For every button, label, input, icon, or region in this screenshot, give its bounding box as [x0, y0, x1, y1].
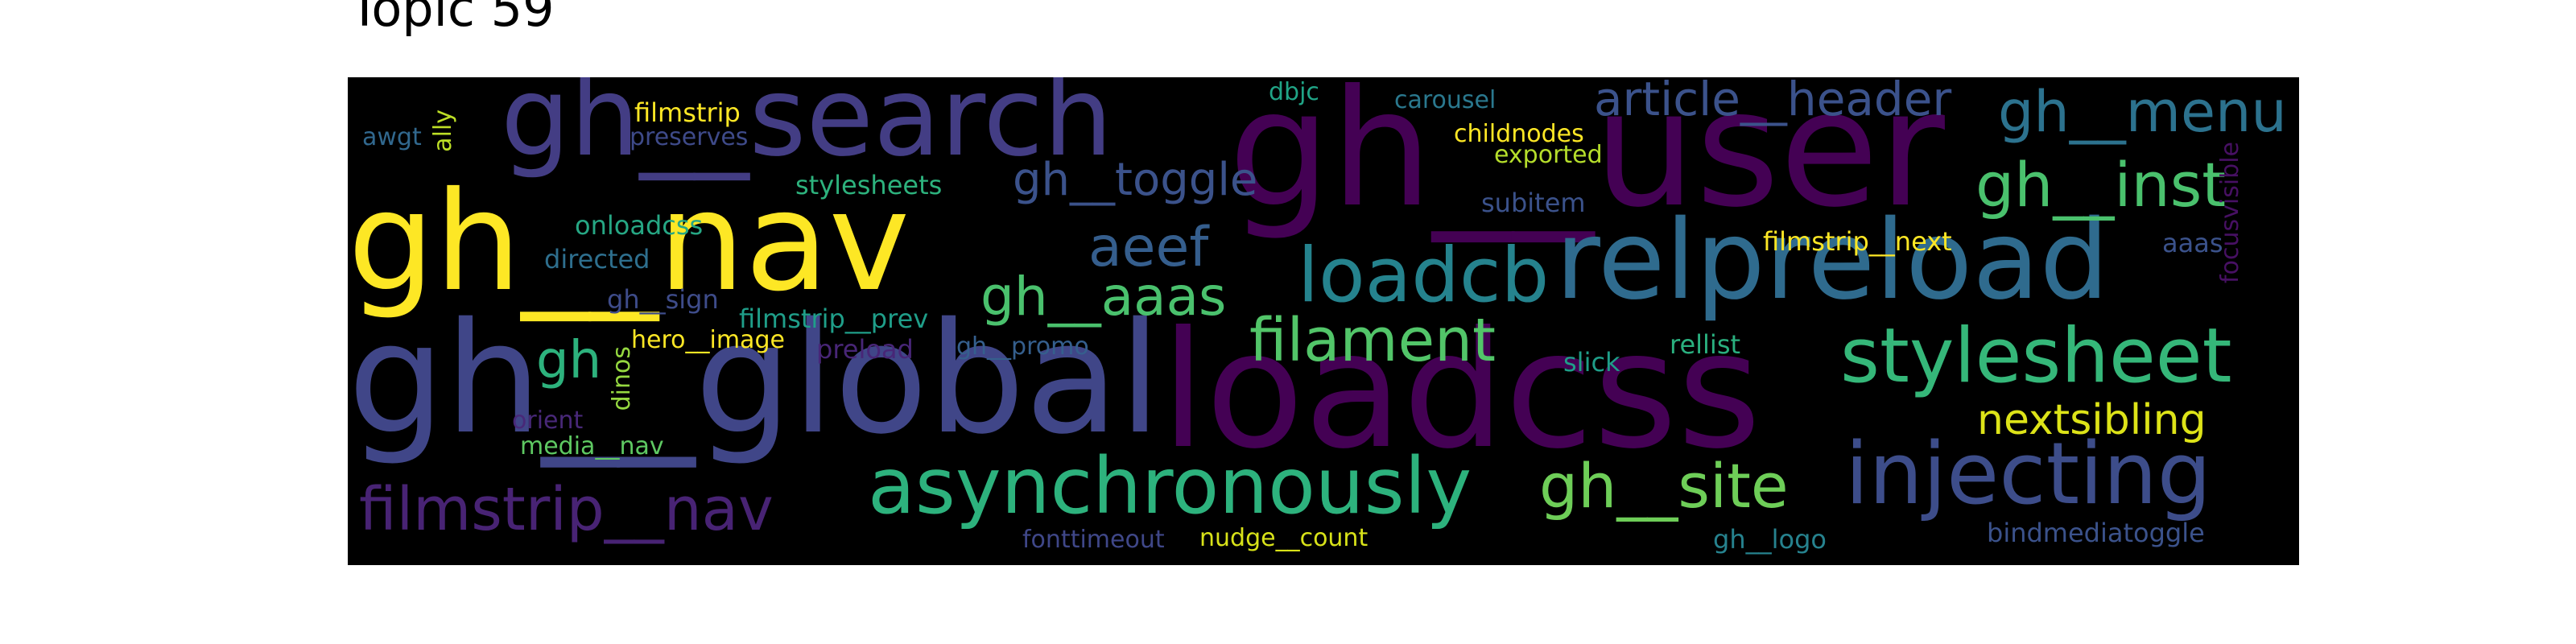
word-gh-sign: gh__sign [607, 284, 719, 315]
word-carousel: carousel [1394, 86, 1496, 114]
word-article-header: article__header [1594, 77, 1952, 126]
word-gh-search: gh__search [501, 77, 1113, 181]
word-gh-toggle: gh__toggle [1013, 154, 1258, 206]
word-aeef: aeef [1088, 216, 1209, 279]
word-hero-image: hero__image [631, 326, 785, 354]
word-fonttimeout: fonttimeout [1022, 526, 1165, 554]
word-gh-logo: gh__logo [1713, 524, 1827, 555]
word-injecting: injecting [1845, 424, 2212, 523]
word-focusvisible: focusvisible [2216, 142, 2244, 283]
word-slick: slick [1563, 347, 1620, 378]
word-ally: ally [429, 109, 457, 152]
word-filmstrip-prev: filmstrip__prev [739, 303, 929, 334]
word-directed: directed [544, 244, 650, 275]
word-preload: preload [816, 334, 914, 365]
word-dbjc: dbjc [1269, 78, 1319, 106]
word-stylesheets: stylesheets [795, 170, 943, 200]
word-filmstrip-next: filmstrip__next [1763, 226, 1952, 257]
word-nextsibling: nextsibling [1977, 396, 2207, 444]
word-filmstrip-nav: filmstrip__nav [359, 475, 774, 544]
word-onloadcss: onloadcss [575, 210, 704, 241]
word-asynchronously: asynchronously [868, 441, 1472, 531]
word-nudge-count: nudge__count [1199, 524, 1368, 552]
word-aaas: aaas [2162, 228, 2223, 258]
word-gh-site: gh__site [1539, 450, 1789, 522]
figure-title: Topic 59 [349, 0, 555, 38]
word-exported: exported [1494, 141, 1603, 169]
word-gh-menu: gh__menu [1998, 79, 2287, 145]
word-stylesheet: stylesheet [1840, 312, 2232, 400]
word-filament: filament [1249, 306, 1496, 375]
word-gh-nav: gh__nav [348, 163, 910, 322]
word-dinos: dinos [608, 346, 636, 411]
word-preserves: preserves [630, 123, 749, 151]
word-gh-inst: gh__inst [1975, 149, 2227, 221]
word-relpreload: relpreload [1555, 197, 2109, 324]
word-filmstrip: filmstrip [634, 97, 741, 128]
word-subitem: subitem [1481, 188, 1586, 218]
word-loadcb: loadcb [1298, 232, 1550, 320]
word-gh: gh [536, 331, 602, 390]
word-media-nav: media__nav [520, 432, 664, 460]
word-childnodes: childnodes [1454, 120, 1584, 148]
word-gh-global: gh__global [348, 290, 1162, 468]
word-rellist: rellist [1670, 329, 1741, 360]
word-gh-aaas: gh__aaas [980, 266, 1227, 328]
word-gh-promo: gh__promo [956, 332, 1089, 361]
word-awgt: awgt [362, 123, 422, 151]
word-loadcss: loadcss [1161, 297, 1761, 485]
word-orient: orient [512, 407, 584, 435]
word-bindmediatoggle: bindmediatoggle [1987, 518, 2205, 548]
word-gh-user: gh__user [1228, 77, 1945, 243]
